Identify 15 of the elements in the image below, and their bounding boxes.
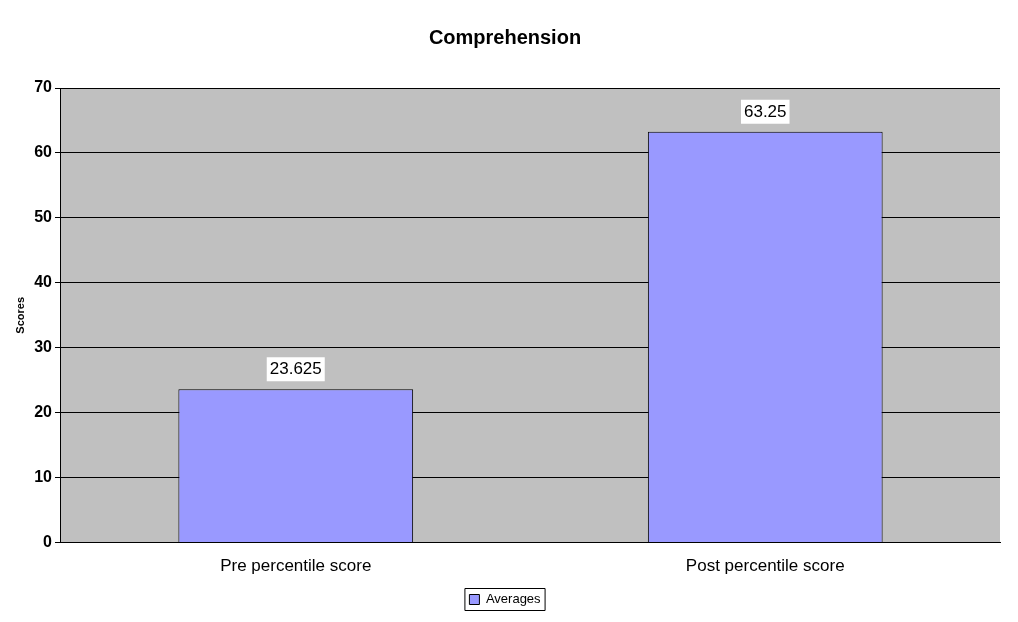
y-tick-label: 70 (34, 78, 53, 96)
y-tick-label: 50 (34, 208, 53, 226)
y-tick-label: 0 (43, 533, 53, 551)
y-tick-label: 30 (34, 338, 53, 356)
data-label: 63.25 (743, 101, 787, 121)
y-tick-label: 40 (34, 273, 53, 291)
x-tick-label: Post percentile score (685, 556, 845, 576)
legend-label: Averages (485, 591, 542, 607)
chart-title: Comprehension (428, 25, 582, 48)
data-label: 23.625 (269, 358, 322, 378)
y-tick-label: 60 (34, 143, 53, 161)
y-tick-label: 20 (34, 403, 53, 421)
x-tick-label: Pre percentile score (220, 556, 372, 576)
y-tick-label: 10 (34, 468, 53, 486)
y-axis-title: Scores (13, 296, 26, 334)
